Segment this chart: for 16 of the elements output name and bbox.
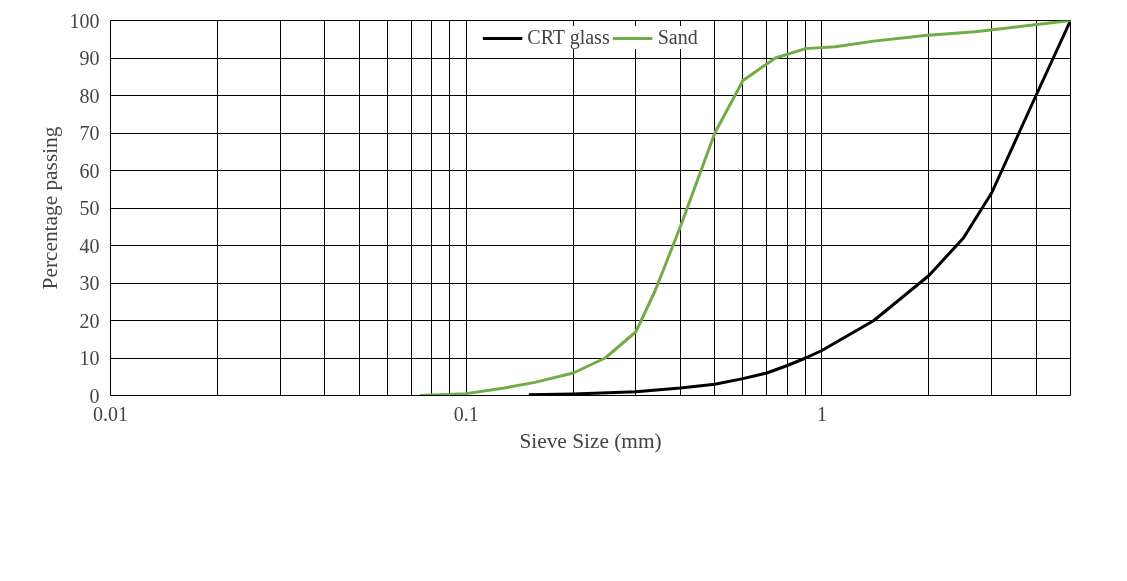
y-tick-label: 100 [69,9,100,32]
y-tick-label: 20 [79,309,100,332]
y-tick-label: 70 [79,122,100,144]
y-tick-label: 90 [79,47,100,69]
x-tick-label: 1 [816,402,827,425]
y-tick-label: 60 [79,159,100,182]
y-tick-label: 80 [79,84,100,107]
legend-label: Sand [657,26,698,49]
y-tick-label: 10 [79,347,100,369]
y-tick-label: 50 [79,197,100,219]
y-axis-title: Percentage passing [37,126,62,290]
y-tick-label: 40 [79,234,100,257]
y-tick-label: 30 [79,272,100,294]
x-axis-title: Sieve Size (mm) [519,428,662,453]
x-tick-label: 0.1 [453,402,479,425]
legend-label: CRT glass [527,26,610,49]
